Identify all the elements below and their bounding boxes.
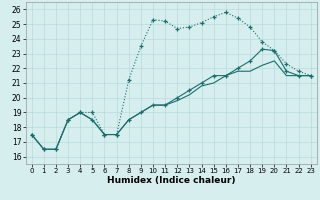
X-axis label: Humidex (Indice chaleur): Humidex (Indice chaleur) bbox=[107, 176, 236, 185]
